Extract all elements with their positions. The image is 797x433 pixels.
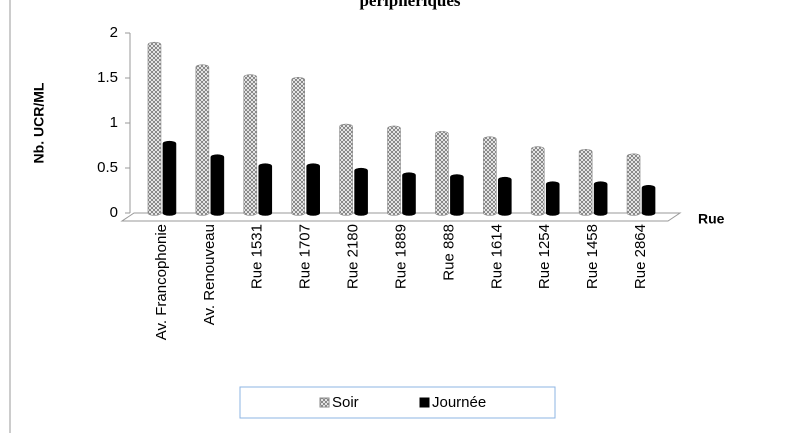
bar-journee [498,176,512,216]
bar-soir [195,64,210,216]
bar-journee [641,185,656,216]
legend-label: Soir [332,394,359,411]
chart-title: périphériques [359,0,460,10]
bar-soir [339,123,353,216]
y-tick-label: 0 [110,204,118,221]
bar-journee [258,163,273,216]
x-tick-label: Av. Renouveau [201,224,218,325]
x-tick-label: Rue 2180 [345,224,362,289]
x-tick-label: Rue 888 [440,224,457,281]
bar-soir [435,131,449,216]
x-tick-label: Rue 1531 [249,224,266,289]
bar-journee [306,163,320,216]
bar-soir [147,41,162,216]
x-tick-label: Rue 2864 [632,224,649,289]
bar-journee [210,154,225,216]
legend-label: Journée [432,394,486,411]
legend-swatch [419,397,430,408]
y-tick-label: 2 [110,24,118,41]
bar-soir [530,146,545,216]
bar-journee [402,172,416,216]
x-tick-label: Rue 1458 [584,224,601,289]
x-tick-label: Av. Francophonie [153,224,170,340]
bar-journee [354,167,368,216]
legend [239,386,556,419]
x-tick-label: Rue 1614 [488,224,505,289]
bar-soir [578,149,593,216]
x-axis-title: Rue [698,211,725,227]
x-tick-label: Rue 1254 [536,224,553,289]
bar-journee [162,140,177,216]
x-tick-label: Rue 1707 [297,224,314,289]
bar-journee [593,181,608,216]
y-axis-title: Nb. UCR/ML [31,82,47,163]
y-tick-label: 1 [110,114,118,131]
y-tick-label: 1.5 [97,69,118,86]
bar-soir [626,153,641,216]
x-tick-label: Rue 1889 [392,224,409,289]
bar-journee [545,181,560,216]
bar-soir [483,136,497,216]
bar-soir [243,74,258,216]
bar-soir [387,125,401,216]
y-tick-label: 0.5 [97,159,118,176]
legend-swatch [319,397,330,408]
bar-soir [291,77,305,216]
bar-journee [450,174,464,216]
